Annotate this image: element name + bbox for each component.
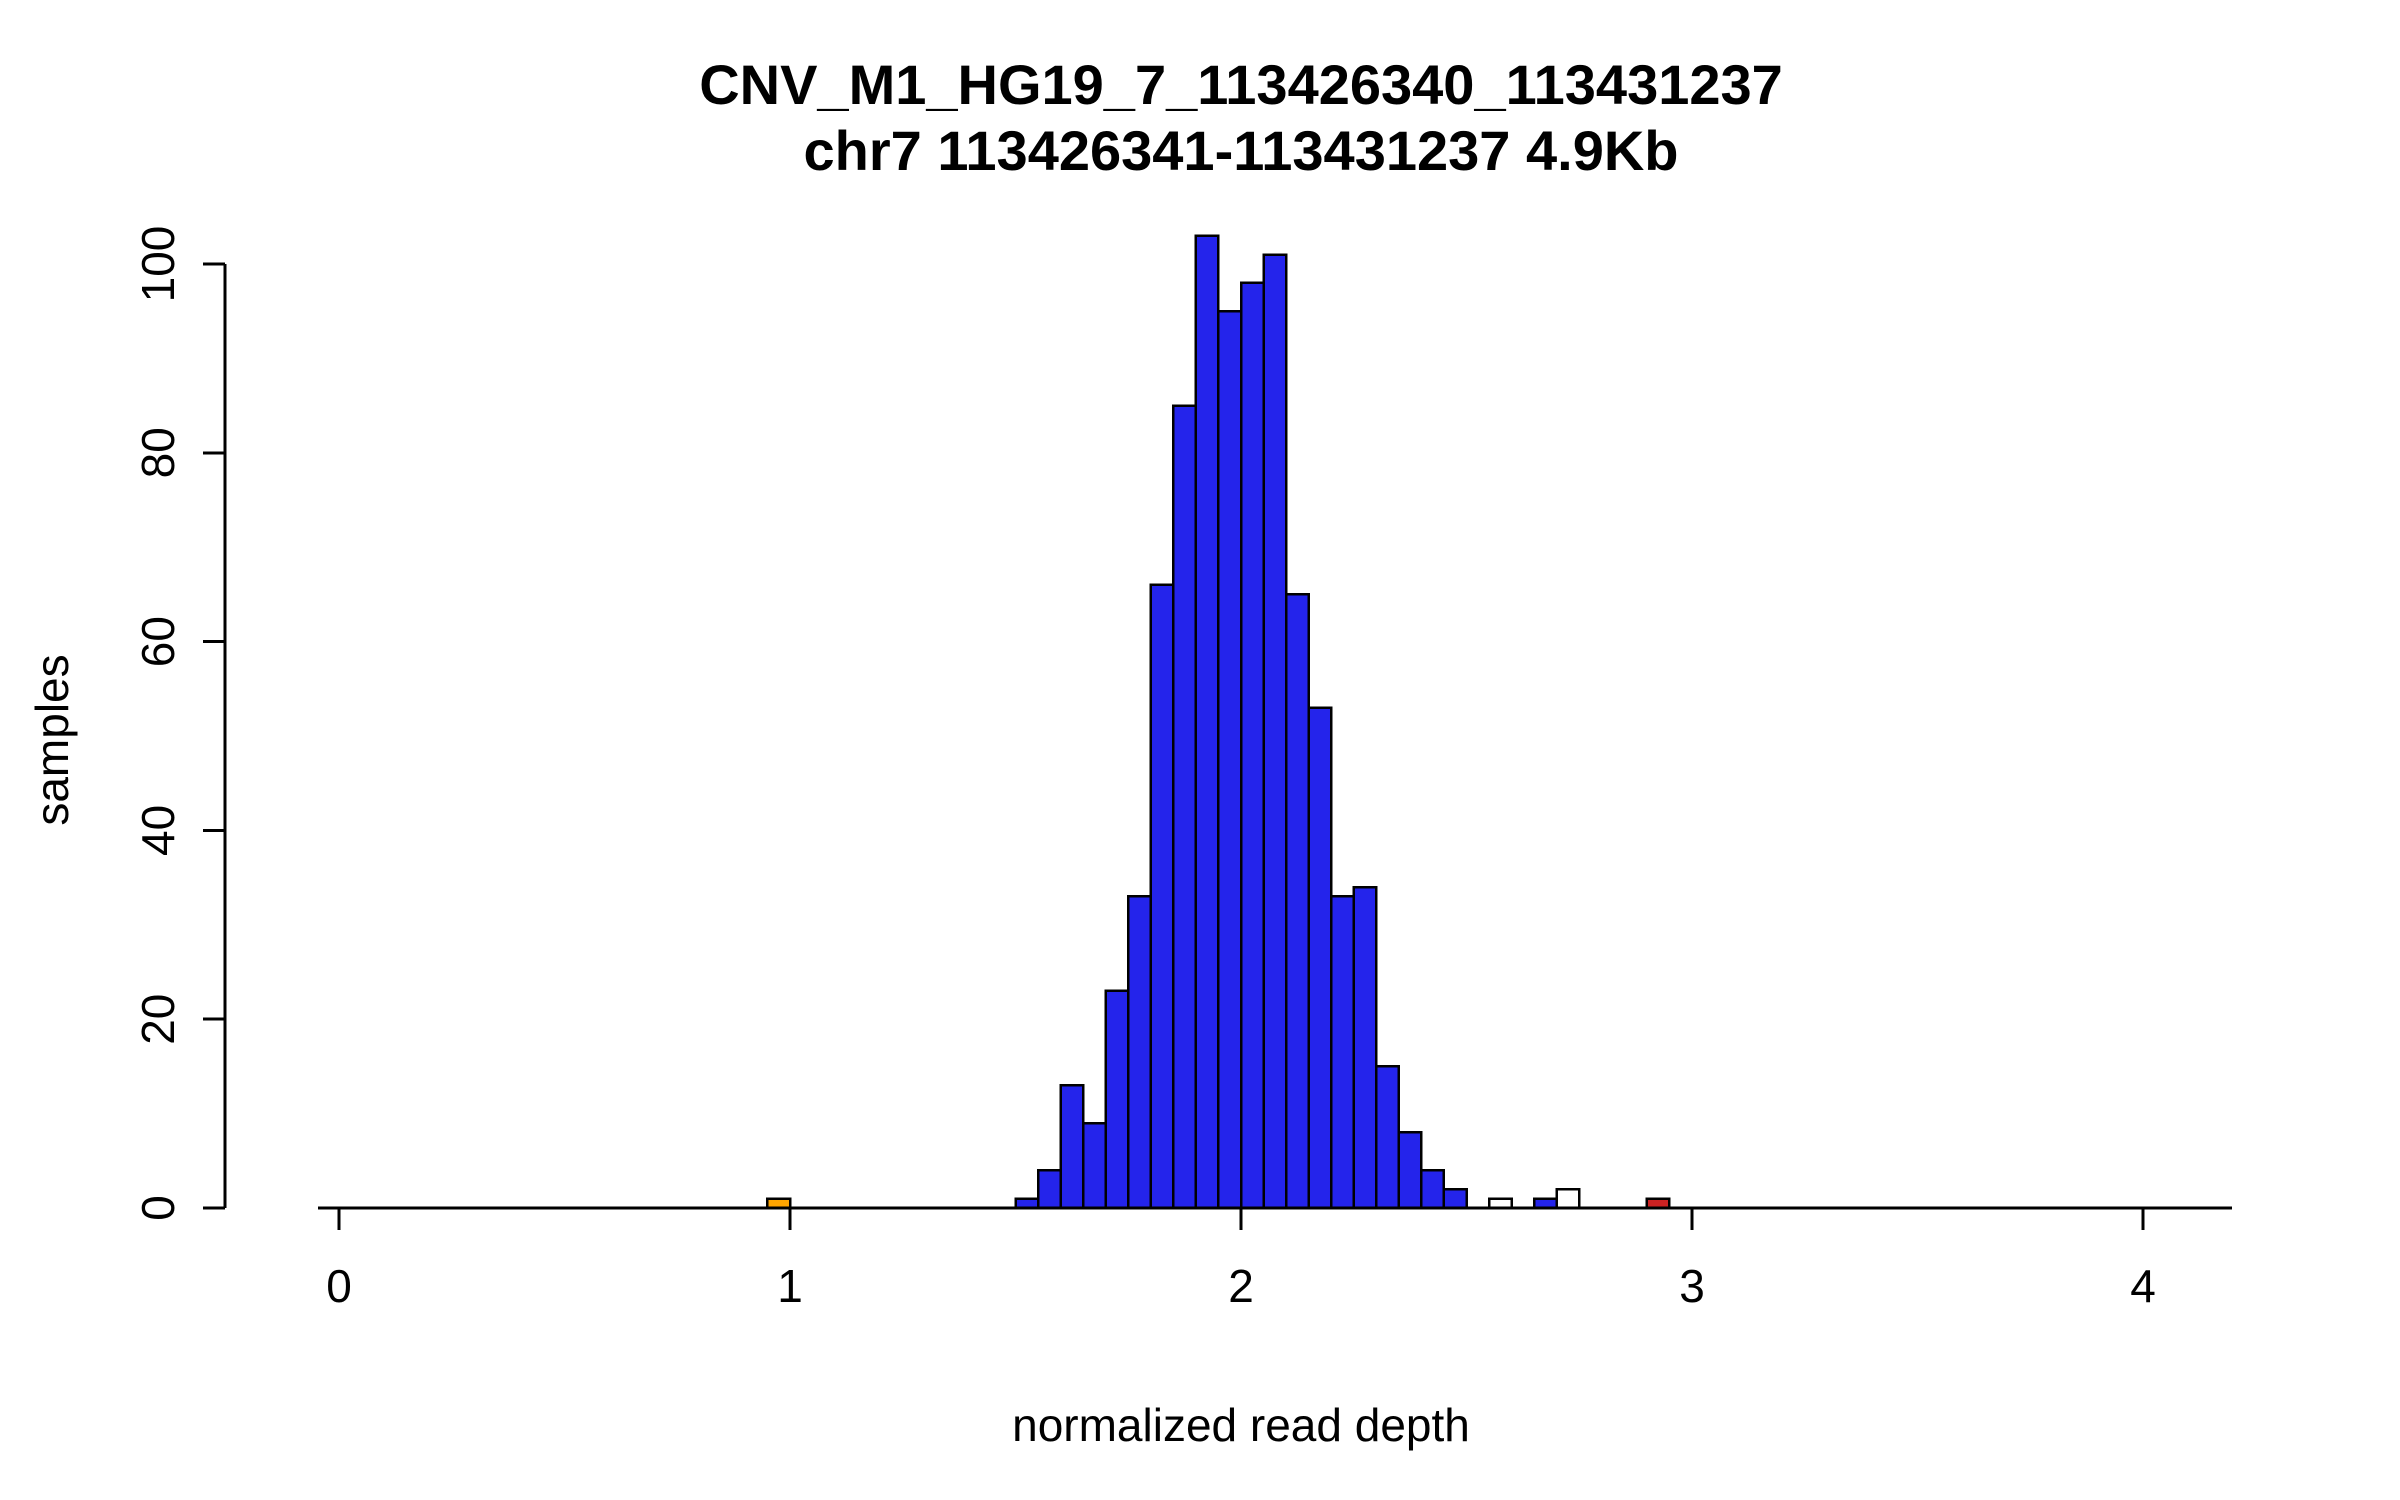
chart-subtitle: chr7 113426341-113431237 4.9Kb bbox=[803, 119, 1679, 182]
histogram-bar bbox=[1239, 281, 1265, 1210]
y-axis-tick-label: 60 bbox=[132, 616, 184, 667]
x-axis-tick-label: 1 bbox=[777, 1260, 803, 1312]
histogram-bar bbox=[1420, 1168, 1446, 1210]
y-axis-tick-label: 0 bbox=[132, 1195, 184, 1221]
histogram-bar bbox=[1217, 309, 1243, 1210]
histogram-bar bbox=[1081, 1121, 1107, 1210]
histogram-bar bbox=[1397, 1131, 1423, 1210]
y-axis-tick-label: 80 bbox=[132, 427, 184, 478]
histogram-bar bbox=[1555, 1187, 1581, 1210]
histogram-bar bbox=[1307, 706, 1333, 1210]
histogram-bar bbox=[1284, 593, 1310, 1210]
histogram-bar bbox=[1375, 1065, 1401, 1210]
histogram-bar bbox=[1329, 895, 1355, 1210]
histogram-bar bbox=[1059, 1084, 1085, 1210]
x-axis-tick-label: 4 bbox=[2130, 1260, 2156, 1312]
x-axis-label: normalized read depth bbox=[1012, 1399, 1470, 1451]
histogram-bar bbox=[1104, 989, 1130, 1210]
y-axis-tick-label: 40 bbox=[132, 805, 184, 856]
histogram-bar bbox=[1172, 404, 1198, 1210]
y-axis-tick-label: 100 bbox=[132, 226, 184, 303]
histogram-bar bbox=[1352, 885, 1378, 1210]
histogram-bar bbox=[1127, 895, 1153, 1210]
histogram-bar bbox=[1036, 1168, 1062, 1210]
x-axis-tick-label: 2 bbox=[1228, 1260, 1254, 1312]
chart-title-block: CNV_M1_HG19_7_113426340_113431237 chr7 1… bbox=[699, 52, 1783, 184]
histogram-bar bbox=[1149, 583, 1175, 1210]
histogram-bar bbox=[1262, 253, 1288, 1210]
x-axis-tick-label: 0 bbox=[326, 1260, 352, 1312]
x-axis-tick-label: 3 bbox=[1679, 1260, 1705, 1312]
y-axis-tick-label: 20 bbox=[132, 994, 184, 1045]
histogram-bar bbox=[1194, 234, 1220, 1210]
histogram-bar bbox=[1442, 1187, 1468, 1210]
chart-title: CNV_M1_HG19_7_113426340_113431237 bbox=[699, 53, 1783, 116]
